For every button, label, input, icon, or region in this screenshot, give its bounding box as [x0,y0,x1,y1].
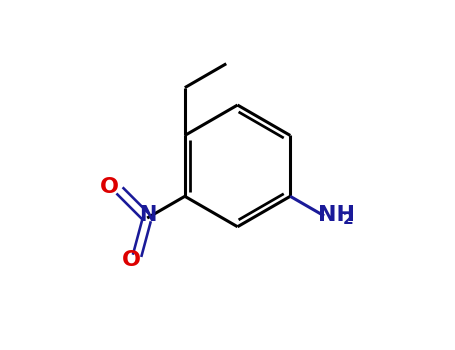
Text: NH: NH [318,205,354,225]
Text: O: O [121,250,141,270]
Text: N: N [139,205,157,225]
Text: O: O [100,177,119,197]
Text: 2: 2 [343,212,354,227]
